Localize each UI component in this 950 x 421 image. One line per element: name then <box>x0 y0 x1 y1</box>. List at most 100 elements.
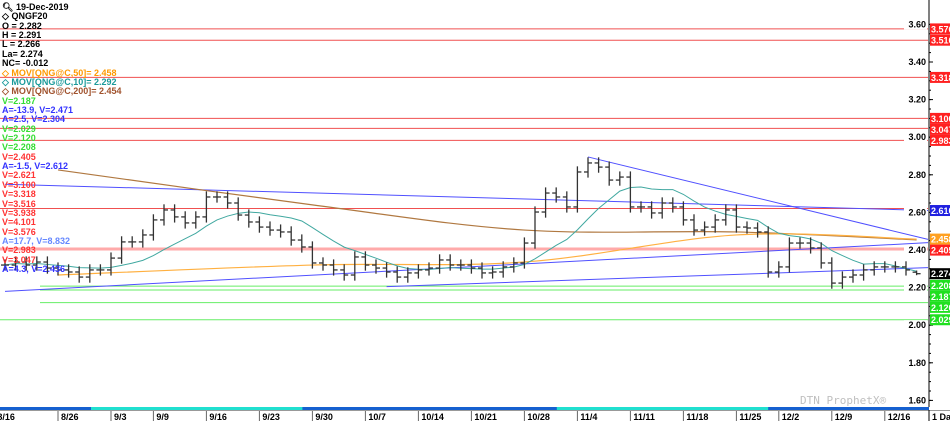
y-tick-label: 3.60 <box>908 19 926 29</box>
legend-line: ◇ MOV[QNG@C,50]= 2.458 <box>2 67 122 78</box>
legend-line-text: V=2.187 <box>2 95 36 106</box>
ohlc-bar <box>774 261 783 278</box>
diamond-marker-icon: ◇ <box>2 67 12 78</box>
legend-line: V=3.100 <box>2 179 122 190</box>
legend-line: La= 2.274 <box>2 49 122 59</box>
legend-line-text: A=-13.9, V=2.471 <box>2 104 74 115</box>
ohlc-bar <box>573 166 582 213</box>
legend-line: V=3.047 <box>2 254 122 265</box>
ohlc-bar <box>859 264 868 281</box>
price-label-box <box>930 71 950 83</box>
ohlc-bar <box>308 241 317 269</box>
legend-line: A=-13.9, V=2.471 <box>2 104 122 115</box>
x-tick-label: 11/11 <box>633 412 655 421</box>
y-tick-label-bg <box>904 245 927 255</box>
month-band <box>91 407 303 410</box>
legend-line: V=2.405 <box>2 152 122 162</box>
ohlc-bar <box>552 187 561 203</box>
ohlc-bar <box>594 157 603 173</box>
period-label[interactable]: 1 Day <box>932 412 950 421</box>
x-tick-label: 12/16 <box>888 412 911 421</box>
ohlc-bar <box>425 262 433 276</box>
legend-date-text: 19-Dec-2019 <box>15 2 69 12</box>
legend-line-text: MOV[QNG@C,10]= 2.292 <box>11 76 117 87</box>
ohlc-bar <box>605 161 614 186</box>
ohlc-bar <box>753 222 762 238</box>
ohlc-bar <box>96 264 105 276</box>
ohlc-bar <box>117 236 126 264</box>
ohlc-bar <box>255 216 264 233</box>
ohlc-bar <box>297 234 306 253</box>
ohlc-bar <box>414 264 423 279</box>
ohlc-bar <box>64 264 73 278</box>
y-tick-label-bg <box>904 320 927 331</box>
price-label-box <box>930 34 950 46</box>
ohlc-bar <box>244 209 253 228</box>
legend-line: V=3.938 <box>2 208 122 218</box>
y-tick-label-bg <box>904 57 927 67</box>
legend-line-text: H = 2.291 <box>2 30 42 41</box>
ohlc-bar <box>403 267 412 283</box>
price-label: 3.047 <box>931 125 950 135</box>
ohlc-bar <box>615 171 624 186</box>
legend-line: A=-1.5, V=2.612 <box>2 161 122 171</box>
legend-line-text: V=3.576 <box>2 226 36 237</box>
legend-line-text: NC= -0.012 <box>2 58 49 69</box>
ohlc-bar <box>732 204 741 233</box>
ohlc-bar <box>509 257 518 273</box>
price-label-box <box>930 112 950 124</box>
x-tick-label: 8/26 <box>61 412 79 421</box>
price-label: 2.187 <box>931 292 950 302</box>
ohlc-bar <box>827 257 836 289</box>
legend-line: L = 2.266 <box>2 40 122 49</box>
y-tick-label-bg <box>904 357 927 368</box>
x-tick-label: 10/14 <box>421 412 444 421</box>
magnifier-icon: 🔍︎ <box>2 2 14 12</box>
legend-line: V=2.120 <box>2 133 122 143</box>
legend-line-text: V=3.100 <box>2 179 36 190</box>
legend-line-text: MOV[QNG@C,50]= 2.458 <box>11 67 117 78</box>
y-tick-label-bg <box>904 19 927 30</box>
price-label-box <box>930 290 950 302</box>
ohlc-bar <box>266 221 274 236</box>
x-tick-label: 12/9 <box>835 412 853 421</box>
legend-line-text: V=3.047 <box>2 254 36 265</box>
ohlc-bar <box>467 259 476 274</box>
trend-line <box>386 267 929 288</box>
ohlc-bar <box>43 256 52 274</box>
legend-line: V=2.208 <box>2 143 122 152</box>
y-tick-label: 2.20 <box>908 283 926 293</box>
ohlc-bar <box>329 259 338 276</box>
ohlc-bar <box>870 261 879 276</box>
price-label-box <box>930 205 950 217</box>
price-label: 3.576 <box>931 24 950 34</box>
ohlc-bar <box>372 259 380 274</box>
y-tick-label: 2.00 <box>908 320 926 330</box>
ohlc-bar <box>170 204 179 223</box>
legend-line-text: O = 2.282 <box>2 20 42 31</box>
x-tick-label: 9/9 <box>156 412 169 421</box>
price-label-box <box>930 123 950 135</box>
y-tick-label: 3.40 <box>908 57 926 67</box>
ohlc-bar <box>160 204 168 226</box>
y-tick-label-bg <box>904 94 927 105</box>
x-axis-band <box>0 407 929 410</box>
ma10-line <box>4 186 917 272</box>
ohlc-bar <box>319 257 327 271</box>
ohlc-bar <box>541 187 550 218</box>
x-tick-label: 8/16 <box>0 412 15 421</box>
trend-line <box>4 183 929 211</box>
diamond-marker-icon: ◇ <box>2 76 12 87</box>
trend-line <box>587 156 929 240</box>
month-band <box>556 407 769 410</box>
legend-date: 🔍︎ 19-Dec-2019 <box>2 2 122 12</box>
legend-line-text: MOV[QNG@C,200]= 2.454 <box>11 86 122 97</box>
price-label: 2.029 <box>931 315 950 325</box>
ohlc-bar <box>75 266 84 283</box>
ohlc-bar <box>668 197 677 213</box>
legend-line: O = 2.282 <box>2 20 122 31</box>
x-tick-label: 11/25 <box>739 412 761 421</box>
ohlc-bar <box>690 214 698 236</box>
y-tick-label: 3.00 <box>908 132 926 142</box>
